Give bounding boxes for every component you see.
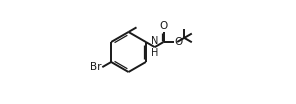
- Text: H: H: [151, 48, 158, 58]
- Text: O: O: [174, 37, 183, 47]
- Text: Br: Br: [90, 62, 102, 72]
- Text: O: O: [160, 21, 168, 31]
- Text: N: N: [151, 36, 158, 46]
